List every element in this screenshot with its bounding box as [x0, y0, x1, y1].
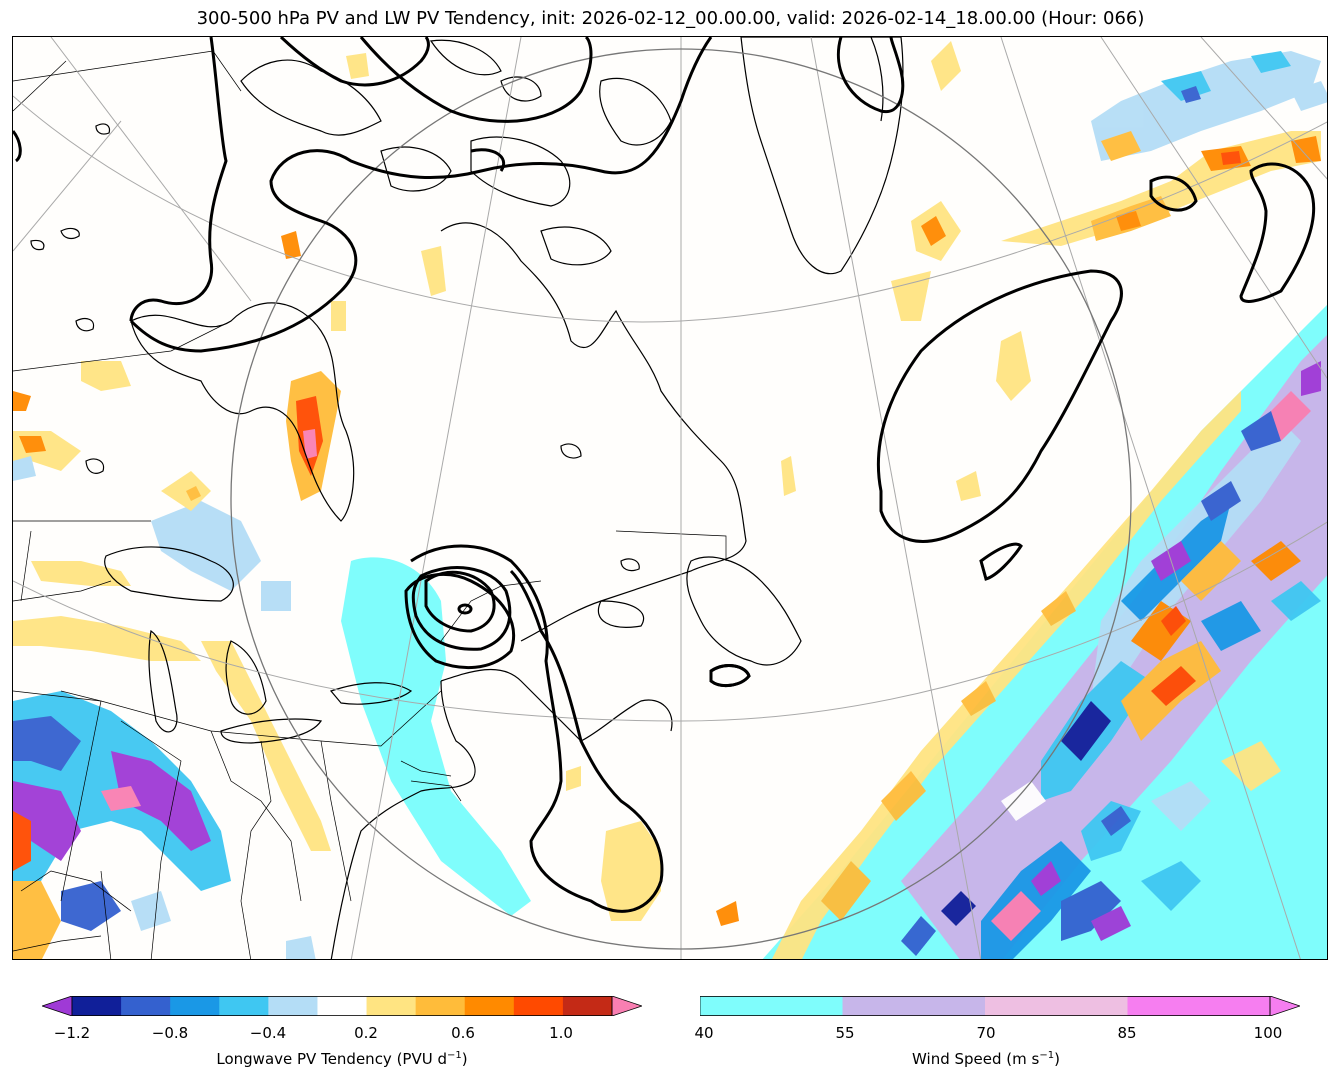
colorbar-segment [268, 996, 318, 1016]
political-borders [13, 50, 727, 959]
wind-tick-label: 40 [694, 1024, 714, 1042]
colorbar-extend-high [611, 996, 642, 1016]
colorbar-segment [842, 996, 986, 1016]
colorbar-segment [562, 996, 613, 1016]
wind-tick-label: 55 [835, 1024, 855, 1042]
pv-tendency-fill [13, 41, 1327, 959]
colorbar-segment [317, 996, 368, 1016]
colorbar-outline [700, 996, 1271, 1016]
map-panel [12, 36, 1328, 960]
pv-tick-label: 0.6 [451, 1024, 475, 1042]
figure-title: 300-500 hPa PV and LW PV Tendency, init:… [196, 8, 1145, 29]
wind-speed-colorbar [700, 996, 1300, 1016]
colorbar-segment [366, 996, 417, 1016]
wind-tick-label: 100 [1253, 1024, 1283, 1042]
colorbar-segment [513, 996, 564, 1016]
wind-tick-label: 85 [1117, 1024, 1137, 1042]
graticule [13, 37, 1327, 959]
colorbar-segment [415, 996, 466, 1016]
colorbar-segment [464, 996, 515, 1016]
pv-tick-label: −0.8 [151, 1024, 189, 1042]
colorbar-segment [985, 996, 1128, 1016]
pv-tick-label: 1.0 [549, 1024, 573, 1042]
colorbar-segment [1127, 996, 1271, 1016]
reference-circle [230, 48, 1132, 950]
pv-tendency-colorbar-label: Longwave PV Tendency (PVU d−1) [216, 1050, 468, 1068]
wind-tick-label: 70 [976, 1024, 996, 1042]
wind-speed-colorbar-label: Wind Speed (m s−1) [912, 1050, 1060, 1068]
pv-tick-label: −0.4 [249, 1024, 287, 1042]
pv-tick-label: −1.2 [53, 1024, 91, 1042]
pv-tick-label: 0.2 [354, 1024, 378, 1042]
pv-band-yellow-jet [772, 391, 1241, 959]
colorbar-segment [219, 996, 269, 1016]
colorbar-segment [170, 996, 220, 1016]
colorbar-segment [700, 996, 843, 1016]
colorbar-extend-high [1269, 996, 1300, 1016]
colorbar-extend-low [42, 996, 73, 1016]
map-canvas [13, 37, 1327, 959]
gulf-wind-cyan [341, 557, 531, 916]
colorbar-segment [72, 996, 122, 1016]
colorbar-segment [121, 996, 171, 1016]
pv-tendency-colorbar [42, 996, 642, 1016]
colorbar-outline [71, 996, 613, 1016]
pv-contours [13, 37, 1316, 913]
